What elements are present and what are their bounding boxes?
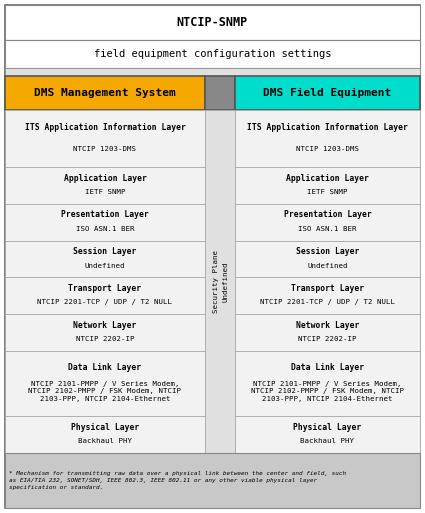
- Text: DMS Management System: DMS Management System: [34, 88, 176, 98]
- Text: Application Layer: Application Layer: [64, 174, 147, 183]
- Text: * Mechanism for transmitting raw data over a physical link between the center an: * Mechanism for transmitting raw data ov…: [9, 471, 346, 489]
- Text: Presentation Layer: Presentation Layer: [283, 210, 371, 220]
- Text: Transport Layer: Transport Layer: [291, 284, 364, 293]
- Text: IETF SNMP: IETF SNMP: [307, 189, 348, 195]
- Bar: [235, 416, 420, 453]
- Text: IETF SNMP: IETF SNMP: [85, 189, 125, 195]
- Text: Application Layer: Application Layer: [286, 174, 369, 183]
- Text: Physical Layer: Physical Layer: [293, 423, 362, 432]
- Bar: [5, 314, 205, 351]
- Bar: [235, 204, 420, 241]
- Bar: [235, 110, 420, 167]
- Bar: [235, 167, 420, 204]
- Bar: [5, 241, 205, 278]
- Text: Undefined: Undefined: [307, 263, 348, 269]
- Bar: [205, 76, 235, 110]
- Bar: [205, 110, 235, 453]
- Bar: [5, 278, 205, 314]
- Text: ISO ASN.1 BER: ISO ASN.1 BER: [76, 226, 134, 232]
- Bar: [5, 204, 205, 241]
- Text: Session Layer: Session Layer: [73, 247, 137, 256]
- Text: Security Plane: Security Plane: [213, 250, 219, 313]
- Text: Network Layer: Network Layer: [73, 321, 137, 330]
- Text: Session Layer: Session Layer: [296, 247, 359, 256]
- Bar: [235, 314, 420, 351]
- Text: Backhaul PHY: Backhaul PHY: [300, 438, 354, 444]
- Text: Transport Layer: Transport Layer: [68, 284, 142, 293]
- Text: NTCIP 2101-PMPP / V Series Modem,
NTCIP 2102-PMPP / FSK Modem, NTCIP
2103-PPP, N: NTCIP 2101-PMPP / V Series Modem, NTCIP …: [251, 381, 404, 402]
- Text: NTCIP 1203-DMS: NTCIP 1203-DMS: [296, 146, 359, 152]
- Text: NTCIP-SNMP: NTCIP-SNMP: [177, 16, 248, 29]
- Text: Data Link Layer: Data Link Layer: [291, 363, 364, 372]
- Text: Backhaul PHY: Backhaul PHY: [78, 438, 132, 444]
- Bar: [5, 351, 205, 416]
- Bar: [235, 351, 420, 416]
- Bar: [5, 40, 420, 68]
- Text: NTCIP 2202-IP: NTCIP 2202-IP: [298, 336, 357, 342]
- Text: field equipment configuration settings: field equipment configuration settings: [94, 49, 331, 59]
- Text: Data Link Layer: Data Link Layer: [68, 363, 142, 372]
- Text: NTCIP 1203-DMS: NTCIP 1203-DMS: [74, 146, 136, 152]
- Text: Undefined: Undefined: [85, 263, 125, 269]
- Text: DMS Field Equipment: DMS Field Equipment: [264, 88, 391, 98]
- Text: Presentation Layer: Presentation Layer: [61, 210, 149, 220]
- Text: ISO ASN.1 BER: ISO ASN.1 BER: [298, 226, 357, 232]
- Text: Network Layer: Network Layer: [296, 321, 359, 330]
- Bar: [235, 241, 420, 278]
- Bar: [5, 68, 420, 76]
- Bar: [5, 453, 420, 508]
- Text: Physical Layer: Physical Layer: [71, 423, 139, 432]
- Text: NTCIP 2201-TCP / UDP / T2 NULL: NTCIP 2201-TCP / UDP / T2 NULL: [37, 300, 173, 305]
- Text: NTCIP 2201-TCP / UDP / T2 NULL: NTCIP 2201-TCP / UDP / T2 NULL: [260, 300, 395, 305]
- Bar: [5, 167, 205, 204]
- Bar: [5, 110, 205, 167]
- Bar: [235, 278, 420, 314]
- Bar: [235, 76, 420, 110]
- Bar: [5, 5, 420, 40]
- Text: NTCIP 2101-PMPP / V Series Modem,
NTCIP 2102-PMPP / FSK Modem, NTCIP
2103-PPP, N: NTCIP 2101-PMPP / V Series Modem, NTCIP …: [28, 381, 181, 402]
- Text: ITS Application Information Layer: ITS Application Information Layer: [25, 123, 185, 132]
- Text: NTCIP 2202-IP: NTCIP 2202-IP: [76, 336, 134, 342]
- Bar: [5, 416, 205, 453]
- Text: Undefined: Undefined: [223, 261, 229, 302]
- Bar: [5, 76, 205, 110]
- Text: ITS Application Information Layer: ITS Application Information Layer: [247, 123, 408, 132]
